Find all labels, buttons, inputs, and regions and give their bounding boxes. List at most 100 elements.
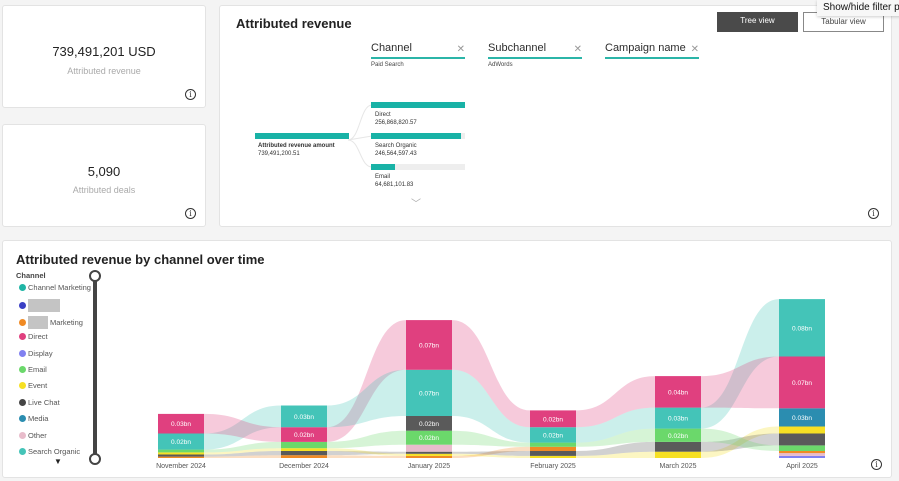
bar-segment[interactable] [530,446,576,451]
kpi-value: 5,090 [87,164,121,179]
bar-segment[interactable] [406,455,452,458]
info-icon[interactable]: i [868,208,879,219]
bar-segment[interactable] [158,454,204,457]
info-icon[interactable]: i [185,89,196,100]
legend-dot-icon [19,382,26,390]
chevron-down-icon[interactable]: ﹀ [411,199,421,210]
child-bar-search-organic[interactable] [371,133,465,139]
legend-item[interactable]: Other [19,431,47,440]
tree-view-button[interactable]: Tree view [717,12,798,32]
legend-item[interactable]: Channel Marketing [19,283,91,292]
range-slider-track[interactable] [93,278,97,462]
legend-scroll-down-icon[interactable]: ▼ [54,457,62,466]
bar-fill [255,133,349,139]
kpi-label: Attributed deals [72,185,136,195]
bar-segment[interactable] [655,407,701,429]
flow-ribbon [327,320,406,442]
bar-segment[interactable] [779,408,825,427]
filter-subchannel[interactable]: Subchannel ✕ [488,42,582,59]
filter-value: AdWords [488,62,513,68]
bar-segment[interactable] [779,426,825,434]
bar-segment[interactable] [281,448,327,451]
flow-ribbon [327,455,406,458]
filter-campaign[interactable]: Campaign name ✕ [605,42,699,59]
bar-segment[interactable] [779,453,825,456]
bar-segment[interactable] [406,453,452,456]
bar-segment[interactable] [158,452,204,455]
bar-segment[interactable] [655,428,701,442]
flow-ribbon [701,428,779,451]
bar-segment[interactable] [281,441,327,449]
legend-item[interactable]: Event [19,381,47,390]
bar-segment[interactable] [530,455,576,458]
bar-segment[interactable] [655,376,701,408]
info-icon[interactable]: i [185,208,196,219]
close-icon[interactable]: ✕ [690,44,699,55]
bar-segment[interactable] [281,451,327,456]
data-label: 0.02bn [668,433,688,440]
legend-label: Live Chat [28,397,60,407]
data-label: 0.07bn [419,342,439,349]
bar-segment[interactable] [158,456,204,458]
range-slider-handle-bottom[interactable] [89,453,101,465]
bar-segment[interactable] [158,449,204,453]
flow-ribbon [327,448,406,456]
bar-segment[interactable] [406,444,452,452]
legend-item[interactable]: Marketing [19,315,83,329]
bar-segment[interactable] [530,427,576,443]
child-bar-email[interactable] [371,164,465,170]
bar-segment[interactable] [158,433,204,450]
bar-segment[interactable] [779,356,825,409]
child-bar-direct[interactable] [371,102,465,108]
data-label: 0.02bn [171,439,191,446]
bar-segment[interactable] [406,451,452,454]
filter-channel[interactable]: Channel ✕ [371,42,465,59]
close-icon[interactable]: ✕ [573,44,582,55]
legend-item[interactable]: Email [19,365,47,374]
filter-label: Subchannel [488,42,547,54]
legend-dot-icon [19,431,26,439]
legend-label: Direct [28,332,48,342]
bar-segment[interactable] [779,433,825,446]
legend-item[interactable] [19,299,62,313]
tooltip: Show/hide filter p [817,0,899,16]
x-tick-label: November 2024 [156,463,206,470]
bar-segment[interactable] [406,430,452,445]
bar-segment[interactable] [779,445,825,451]
legend-item[interactable]: Direct [19,332,48,341]
bar-segment[interactable] [779,299,825,357]
data-label: 0.02bn [419,435,439,442]
bar-segment[interactable] [530,451,576,456]
info-icon[interactable]: i [871,459,882,470]
bar-segment[interactable] [779,455,825,458]
close-icon[interactable]: ✕ [456,44,465,55]
bar-segment[interactable] [655,451,701,458]
bar-segment[interactable] [779,451,825,454]
bar-segment[interactable] [281,405,327,428]
bar-segment[interactable] [281,427,327,442]
bar-segment[interactable] [406,320,452,370]
legend-label: Search Organic [28,447,81,456]
bar-segment[interactable] [530,410,576,428]
legend-item[interactable]: Live Chat [19,398,60,407]
kpi-card-deals: 5,090 Attributed deals i [2,124,206,227]
bar-segment[interactable] [655,441,701,452]
range-slider-handle-top[interactable] [89,270,101,282]
flow-ribbon [576,428,655,447]
legend-item[interactable]: Display [19,349,53,358]
root-node: Attributed revenue amount 739,491,200.51 [258,143,335,157]
legend-label: Event [28,381,48,391]
bar-segment[interactable] [158,413,204,434]
data-label: 0.03bn [668,416,688,423]
bar-fill [371,102,465,108]
bar-fill [371,164,395,170]
bar-segment[interactable] [281,455,327,458]
flow-ribbon [576,451,655,458]
bar-segment[interactable] [530,442,576,447]
legend-item[interactable]: Media [19,414,48,423]
root-bar[interactable] [255,133,349,139]
bar-segment[interactable] [406,416,452,431]
bar-segment[interactable] [406,369,452,416]
x-tick-label: February 2025 [530,463,576,470]
legend-item[interactable]: Search Organic [19,447,80,456]
